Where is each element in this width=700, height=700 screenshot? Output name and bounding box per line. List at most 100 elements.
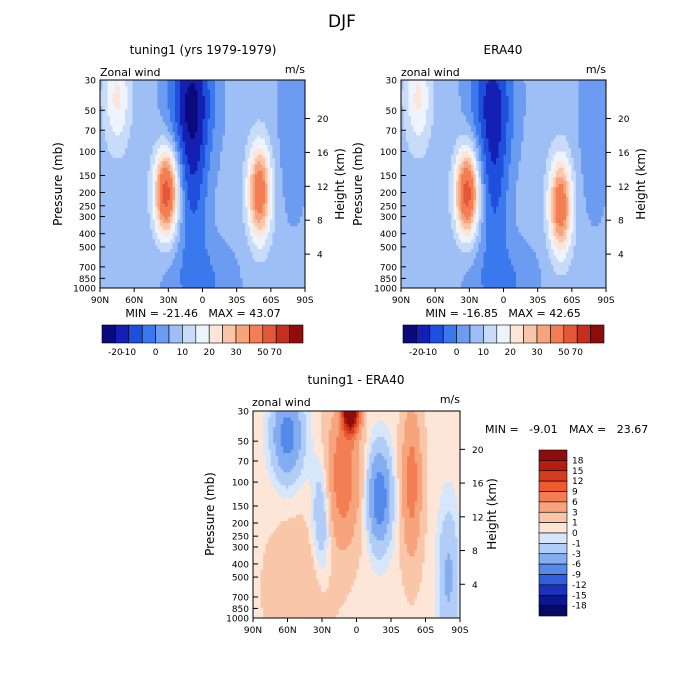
contour-cell (255, 171, 259, 175)
contour-cell (147, 145, 151, 149)
contour-cell (145, 115, 149, 120)
contour-cell (257, 93, 261, 97)
contour-cell (132, 128, 136, 133)
contour-cell (200, 197, 204, 201)
contour-cell (300, 141, 304, 146)
contour-cell (187, 161, 191, 166)
contour-cell (105, 174, 109, 179)
contour-cell (167, 226, 171, 231)
contour-cell (270, 99, 274, 104)
contour-cell (217, 271, 221, 276)
contour-cell (167, 164, 171, 169)
contour-cell (140, 109, 144, 114)
contour-cell (192, 275, 196, 279)
contour-cell (240, 148, 244, 153)
contour-cell (227, 148, 231, 153)
contour-cell (120, 275, 124, 279)
contour-cell (260, 135, 264, 140)
contour-cell (277, 158, 281, 162)
contour-cell (270, 89, 274, 94)
contour-cell (270, 93, 274, 97)
contour-cell (130, 93, 134, 97)
contour-cell (222, 271, 226, 276)
contour-cell (237, 206, 241, 211)
contour-cell (295, 148, 299, 153)
contour-cell (285, 265, 289, 270)
contour-cell (140, 141, 144, 146)
contour-cell (125, 206, 129, 211)
contour-cell (110, 216, 114, 221)
contour-cell (220, 265, 224, 270)
contour-cell (115, 164, 119, 169)
contour-cell (285, 106, 289, 110)
contour-cell (110, 229, 114, 234)
contour-cell (120, 255, 124, 260)
contour-cell (220, 138, 224, 143)
contour-cell (287, 268, 291, 273)
contour-cell (197, 112, 201, 117)
contour-cell (212, 154, 216, 159)
contour-cell (257, 265, 261, 270)
contour-cell (180, 109, 184, 114)
contour-cell (270, 135, 274, 140)
contour-cell (237, 80, 241, 84)
contour-cell (277, 119, 281, 123)
contour-cell (295, 89, 299, 94)
contour-cell (215, 184, 219, 188)
contour-cell (202, 216, 206, 221)
contour-cell (172, 239, 176, 244)
contour-cell (255, 206, 259, 211)
contour-field (100, 80, 305, 288)
contour-cell (230, 109, 234, 114)
contour-cell (115, 213, 119, 218)
contour-cell (122, 265, 126, 270)
contour-cell (247, 219, 251, 224)
contour-cell (220, 255, 224, 260)
contour-cell (245, 219, 249, 224)
contour-cell (212, 210, 216, 214)
contour-cell (212, 193, 216, 198)
contour-cell (157, 213, 161, 218)
contour-cell (212, 197, 216, 201)
contour-cell (177, 219, 181, 224)
contour-cell (135, 148, 139, 153)
contour-cell (297, 83, 301, 88)
contour-cell (272, 200, 276, 205)
contour-cell (165, 119, 169, 123)
contour-cell (277, 125, 281, 130)
contour-cell (215, 96, 219, 101)
contour-cell (132, 262, 136, 266)
contour-cell (247, 80, 251, 84)
contour-cell (295, 93, 299, 97)
contour-cell (217, 174, 221, 179)
contour-cell (227, 249, 231, 253)
contour-cell (140, 219, 144, 224)
contour-cell (165, 213, 169, 218)
contour-cell (202, 200, 206, 205)
contour-cell (262, 268, 266, 273)
contour-cell (260, 132, 264, 136)
contour-cell (157, 148, 161, 153)
contour-cell (182, 158, 186, 162)
contour-cell (107, 275, 111, 279)
contour-cell (232, 184, 236, 188)
contour-cell (280, 80, 284, 84)
contour-cell (275, 213, 279, 218)
contour-cell (297, 268, 301, 273)
contour-cell (195, 135, 199, 140)
contour-cell (267, 99, 271, 104)
contour-cell (112, 236, 116, 240)
contour-cell (270, 125, 274, 130)
contour-cell (215, 252, 219, 257)
contour-cell (195, 167, 199, 172)
contour-cell (292, 249, 296, 253)
contour-cell (137, 210, 141, 214)
contour-cell (187, 122, 191, 127)
contour-cell (115, 252, 119, 257)
contour-cell (290, 102, 294, 107)
contour-cell (242, 112, 246, 117)
contour-cell (142, 229, 146, 234)
contour-cell (162, 177, 166, 182)
contour-cell (112, 200, 116, 205)
contour-cell (137, 187, 141, 192)
